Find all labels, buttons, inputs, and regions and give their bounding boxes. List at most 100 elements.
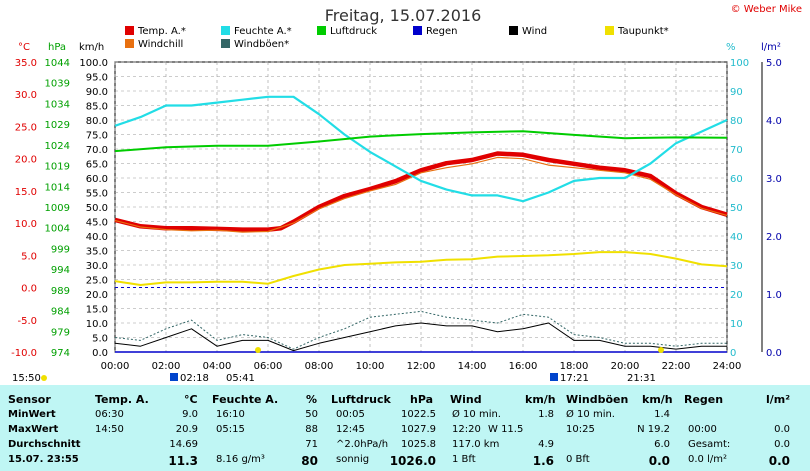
temp-tick-label: 20.0 [15,155,37,166]
temp-tick-label: -5.0 [17,316,37,327]
pressure-tick-label: 1024 [45,141,70,152]
humidity-tick-label: 30 [730,261,743,272]
summary-cell-rain-val: 0.0 [774,424,790,435]
legend-swatch [509,26,518,35]
pressure-tick-label: 974 [51,348,70,359]
wind-tick-label: 70.0 [86,145,108,156]
header-sensor: Sensor [8,393,51,406]
rain-tick-label: 3.0 [766,174,782,185]
sunrise-time: 05:41 [226,373,255,384]
rain-tick-label: 4.0 [766,116,782,127]
x-tick-label: 06:00 [254,361,283,372]
summary-cell-press-time: 00:05 [336,409,365,420]
pressure-tick-label: 1004 [45,224,70,235]
summary-cell-gust-time: 0 Bft [566,454,590,465]
series-line [114,322,727,352]
sunrise-icon [255,347,261,353]
humidity-tick-label: 100 [730,58,749,69]
summary-cell-hum-time: 05:15 [216,424,245,435]
wind-tick-label: 25.0 [86,276,108,287]
wind-tick-label: 10.0 [86,319,108,330]
summary-cell-hum-val: 80 [301,454,318,468]
x-tick-label: 00:00 [101,361,130,372]
marker-time: 17:21 [560,373,589,384]
x-tick-label: 12:00 [407,361,436,372]
summary-cell-press-time: ^2.0hPa/h [336,439,389,450]
rain-tick-label: 1.0 [766,290,782,301]
summary-cell-label: MinWert [8,409,56,420]
legend-label: Taupunkt* [617,26,669,37]
header-temp: Temp. A. [95,393,149,406]
sun-icon [41,375,47,381]
summary-cell-wind-time: 1 Bft [452,454,476,465]
wind-tick-label: 40.0 [86,232,108,243]
summary-cell-press-time: sonnig [336,454,370,465]
summary-cell-gust-time: 10:25 [566,424,595,435]
pressure-tick-label: 994 [51,265,70,276]
marker-time: 15:50 [12,373,41,384]
x-tick-label: 24:00 [713,361,742,372]
temp-tick-label: 10.0 [15,219,37,230]
summary-cell-rain-time: Gesamt: [688,439,731,450]
summary-cell-gust-val: 6.0 [654,439,670,450]
header-wind: Wind [450,393,482,406]
pressure-unit-label: hPa [48,42,66,53]
x-tick-label: 20:00 [611,361,640,372]
legend-label: Luftdruck [330,26,377,37]
wind-tick-label: 100.0 [79,58,108,69]
pressure-tick-label: 979 [51,327,70,338]
humidity-tick-label: 20 [730,290,743,301]
pressure-tick-label: 1039 [45,79,70,90]
summary-cell-rain-time: 00:00 [688,424,717,435]
summary-cell-gust-val: N 19.2 [637,424,670,435]
rain-tick-label: 0.0 [766,348,782,359]
summary-cell-press-time: 12:45 [336,424,365,435]
legend-label: Wind [522,26,547,37]
series-line [114,95,728,203]
wind-tick-label: 85.0 [86,102,108,113]
wind-tick-label: 0.0 [92,348,108,359]
pressure-tick-label: 1009 [45,203,70,214]
x-tick-label: 14:00 [458,361,487,372]
temp-tick-label: 35.0 [15,58,37,69]
summary-cell-gust-val: 0.0 [648,454,670,468]
summary-cell-hum-val: 71 [305,439,318,450]
humidity-tick-label: 10 [730,319,743,330]
x-tick-label: 02:00 [152,361,181,372]
summary-cell-gust-val: 1.4 [654,409,670,420]
summary-cell-temp-val: 20.9 [175,424,198,435]
header-humidity: Feuchte A. [212,393,279,406]
x-tick-label: 04:00 [203,361,232,372]
rain-unit-label: l/m² [761,42,781,53]
wind-tick-label: 90.0 [86,87,108,98]
rain-tick-label: 5.0 [766,58,782,69]
summary-cell-hum-time: 16:10 [216,409,245,420]
legend-swatch [317,26,326,35]
header-humidity-unit: % [306,393,318,406]
summary-cell-press-val: 1022.5 [401,409,436,420]
summary-cell-rain-val: 0.0 [774,439,790,450]
legend-swatch [221,26,230,35]
legend-label: Windböen* [234,39,289,50]
summary-cell-temp-val: 9.0 [182,409,198,420]
summary-cell-label: Durchschnitt [8,439,81,450]
temp-tick-label: -10.0 [11,348,37,359]
legend-label: Feuchte A.* [234,26,292,37]
pressure-tick-label: 1019 [45,162,70,173]
series-line [114,310,727,350]
summary-cell-wind-val: 1.6 [532,454,554,468]
summary-cell-rain-val: 0.0 [768,454,790,468]
wind-tick-label: 45.0 [86,218,108,229]
summary-table: Sensor Temp. A. °C Feuchte A. % Luftdruc… [0,385,810,471]
header-rain: Regen [684,393,724,406]
marker-time: 02:18 [180,373,209,384]
pressure-tick-label: 1034 [45,99,70,110]
x-tick-label: 08:00 [305,361,334,372]
pressure-tick-label: 1029 [45,120,70,131]
summary-cell-wind-time: 12:20 [452,424,481,435]
summary-cell-gust-time: Ø 10 min. [566,409,615,420]
x-tick-label: 10:00 [356,361,385,372]
summary-cell-label: 15.07. 23:55 [8,454,79,465]
wind-tick-label: 50.0 [86,203,108,214]
legend-swatch [605,26,614,35]
